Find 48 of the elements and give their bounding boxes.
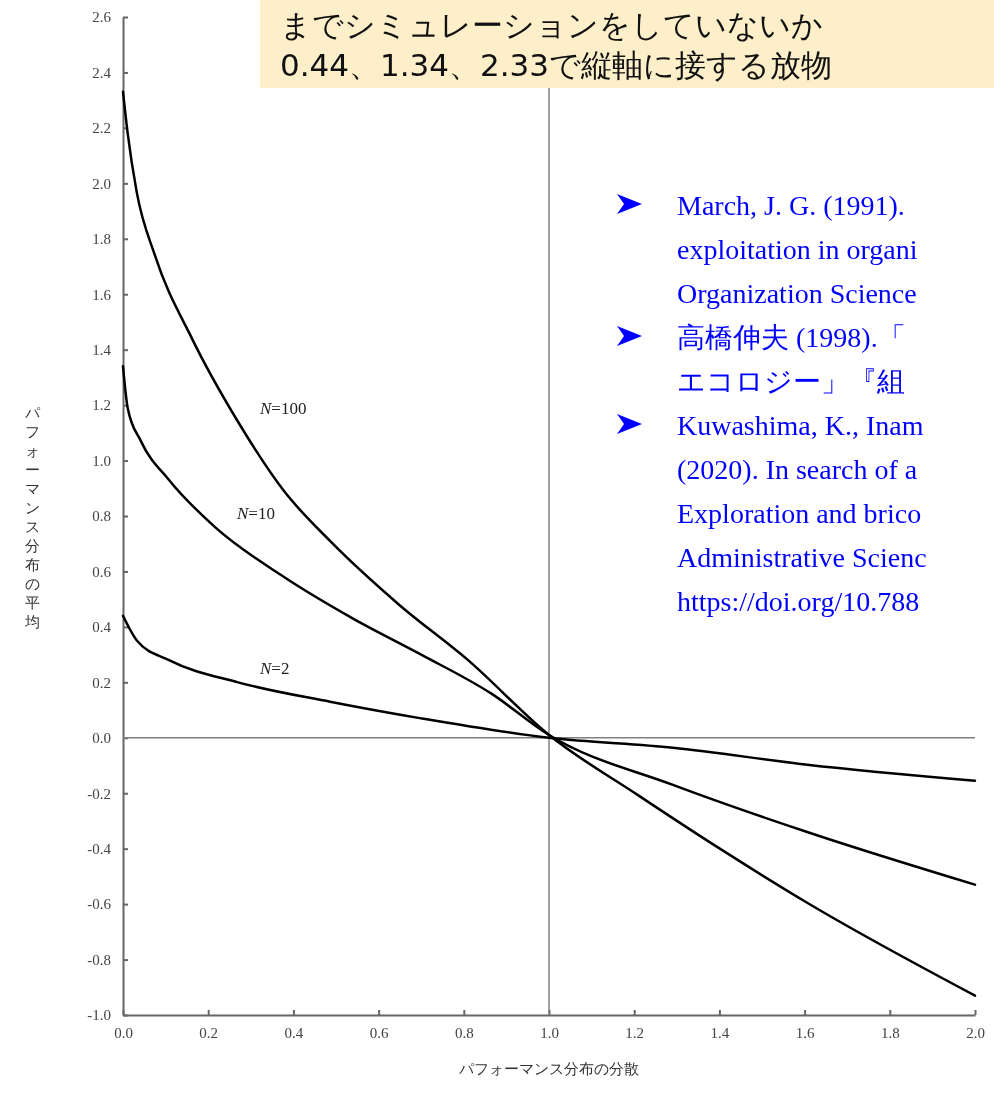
y-tick-label: 1.6 <box>92 286 112 303</box>
y-tick-label: -0.4 <box>87 840 112 857</box>
y-tick-label: 2.4 <box>92 64 112 81</box>
y-tick-label: 0.8 <box>92 508 111 525</box>
y-tick-label: 2.0 <box>92 175 111 192</box>
annotation: Exploration and brico <box>677 498 922 529</box>
y-tick-label: -0.2 <box>87 785 111 802</box>
y-tick-label: 1.2 <box>92 397 111 414</box>
y-tick-label: 0.4 <box>92 619 112 636</box>
annotation: Administrative Scienc <box>677 542 927 573</box>
x-tick-label: 1.4 <box>710 1024 730 1041</box>
x-tick-label: 0.6 <box>369 1024 389 1041</box>
x-tick-label: 0.0 <box>114 1024 133 1041</box>
series-label: N=2 <box>259 659 290 679</box>
annotation: March, J. G. (1991). <box>677 190 905 221</box>
y-tick-label: 0.0 <box>92 730 111 747</box>
y-tick-label: 0.2 <box>92 674 111 691</box>
x-tick-label: 1.2 <box>625 1024 645 1041</box>
y-tick-label: -1.0 <box>87 1007 111 1024</box>
y-tick-label: -0.6 <box>87 896 112 913</box>
y-tick-label: 2.6 <box>92 9 112 26</box>
x-tick-label: 1.8 <box>880 1024 900 1041</box>
x-axis-title: パフォーマンス分布の分散 <box>458 1060 639 1078</box>
annotation: (2020). In search of a <box>677 454 918 485</box>
y-tick-label: 2.2 <box>92 120 111 137</box>
x-tick-label: 0.8 <box>454 1024 474 1041</box>
y-tick-label: 1.0 <box>92 452 111 469</box>
annotation: までシミュレーションをしていないか <box>280 7 823 43</box>
x-tick-label: 0.4 <box>284 1024 304 1041</box>
annotation: https://doi.org/10.788 <box>677 586 920 617</box>
x-tick-label: 0.2 <box>199 1024 219 1041</box>
x-tick-label: 2.0 <box>966 1024 985 1041</box>
y-tick-label: 1.4 <box>92 341 112 358</box>
annotation: exploitation in organi <box>677 234 918 265</box>
y-tick-label: 1.8 <box>92 231 111 248</box>
annotation: エコロジー」『組 <box>677 366 905 397</box>
y-tick-label: -0.8 <box>87 951 111 968</box>
y-tick-label: 0.6 <box>92 563 112 580</box>
annotation: 高橋伸夫 (1998).「 <box>677 322 906 353</box>
series-label: N=10 <box>236 504 275 524</box>
text: パフォーマンス分布の平均 <box>24 403 40 631</box>
x-tick-label: 1.0 <box>540 1024 559 1041</box>
series-label: N=100 <box>259 398 307 418</box>
line-series <box>121 90 977 997</box>
annotation: 0.44、1.34、2.33で縦軸に接する放物 <box>280 47 833 83</box>
annotation: Kuwashima, K., Inam <box>677 410 924 441</box>
annotation: Organization Science <box>677 278 917 309</box>
x-tick-label: 1.6 <box>795 1024 815 1041</box>
